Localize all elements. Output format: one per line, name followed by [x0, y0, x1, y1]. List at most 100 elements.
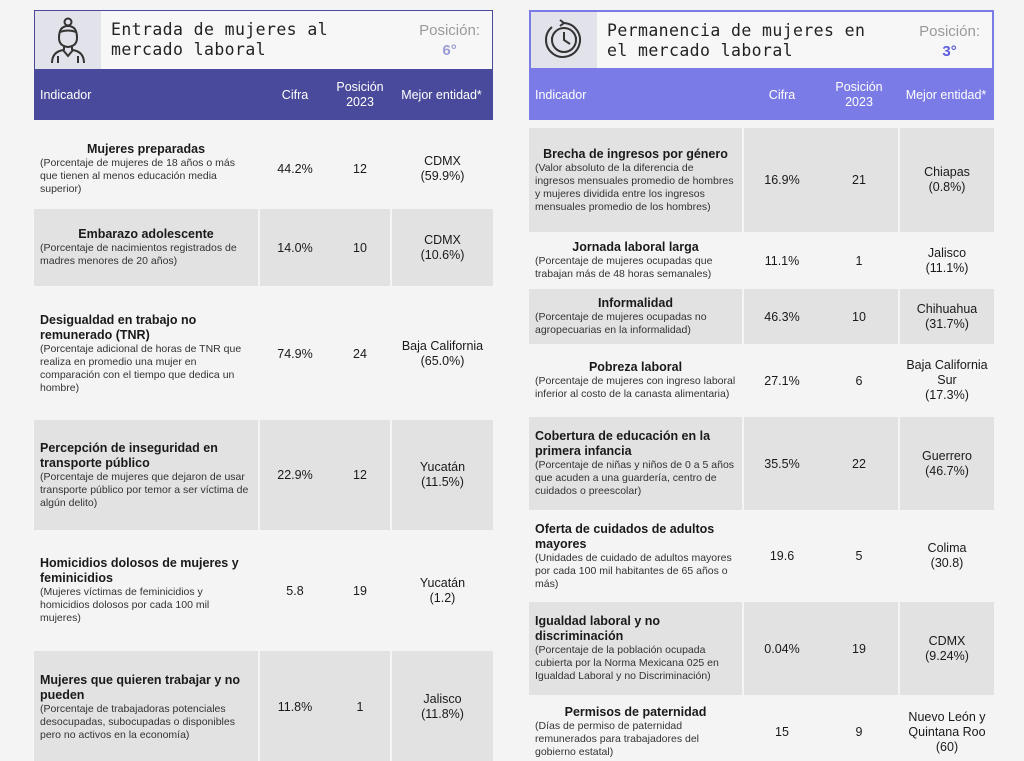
- position-value: 19: [820, 602, 898, 695]
- cifra-value: 15: [775, 725, 789, 739]
- table-row: Informalidad (Porcentaje de mujeres ocupa…: [529, 289, 994, 344]
- best-entity: Colima (30.8): [898, 510, 994, 602]
- indicator-cell: Cobertura de educación en la primera inf…: [529, 417, 744, 510]
- position-value: 5: [855, 549, 863, 563]
- indicator-title: Jornada laboral larga: [572, 240, 699, 254]
- table-row: Embarazo adolescente (Porcentaje de nacim…: [34, 209, 493, 286]
- indicator-title: Percepción de inseguridad en transporte …: [40, 440, 218, 470]
- indicator-title: Mujeres preparadas: [86, 142, 206, 156]
- cifra-value: 14.0%: [260, 209, 330, 286]
- indicator-title: Informalidad: [597, 296, 673, 310]
- rank-value: 6°: [442, 42, 457, 59]
- indicator-description: (Porcentaje de niñas y niños de 0 a 5 añ…: [535, 459, 735, 497]
- indicator-title: Brecha de ingresos por género: [543, 146, 728, 161]
- table-row: Desigualdad en trabajo no remunerado (TN…: [34, 288, 493, 420]
- best-entity: Baja California Sur (17.3%): [898, 344, 994, 417]
- table-body: Brecha de ingresos por género (Valor abso…: [529, 128, 994, 761]
- column-indicador: Indicador: [535, 88, 587, 102]
- best-entity: Chihuahua (31.7%): [898, 289, 994, 344]
- indicator-description: (Porcentaje de trabajadoras potenciales …: [40, 702, 235, 741]
- indicator-title: Embarazo adolescente: [78, 227, 214, 241]
- position-value: 19: [353, 583, 367, 598]
- table-body: Mujeres preparadas (Porcentaje de mujeres…: [34, 129, 493, 761]
- table-row: Cobertura de educación en la primera inf…: [529, 417, 994, 510]
- indicator-cell: Informalidad (Porcentaje de mujeres ocupa…: [529, 289, 744, 344]
- column-mejor-entidad: Mejor entidad*: [401, 88, 482, 102]
- cifra-value: 11.1%: [764, 253, 800, 268]
- rank-label: Posición:: [419, 22, 480, 39]
- cifra-value: 35.5%: [744, 417, 820, 510]
- indicator-description: (Porcentaje de mujeres que dejaron de us…: [40, 470, 249, 509]
- indicator-title: Pobreza laboral: [588, 360, 683, 374]
- table-row: Igualdad laboral y no discriminación (Por…: [529, 602, 994, 695]
- column-posicion: Posición 2023: [336, 80, 384, 109]
- table-row: Jornada laboral larga (Porcentaje de muje…: [529, 232, 994, 289]
- rank-box: Posición: 3°: [919, 22, 980, 62]
- column-header: Indicador Cifra Posición 2023 Mejor enti…: [529, 70, 994, 120]
- position-value: 24: [353, 347, 367, 361]
- indicator-description: (Días de permiso de paternidad remunerad…: [535, 720, 700, 758]
- column-cifra: Cifra: [768, 88, 796, 102]
- indicator-description: (Unidades de cuidado de adultos mayores …: [535, 551, 732, 590]
- position-value: 10: [820, 289, 898, 344]
- rank-label: Posición:: [919, 23, 980, 40]
- indicator-cell: Jornada laboral larga (Porcentaje de muje…: [529, 232, 744, 289]
- rank-box: Posición: 6°: [419, 21, 480, 61]
- indicator-description: (Porcentaje de mujeres con ingreso labor…: [535, 375, 736, 400]
- best-entity: Chiapas (0.8%): [898, 128, 994, 232]
- column-cifra: Cifra: [281, 88, 309, 102]
- indicator-cell: Igualdad laboral y no discriminación (Por…: [529, 602, 744, 695]
- position-value: 9: [855, 725, 863, 739]
- table-row: Permisos de paternidad (Días de permiso d…: [529, 695, 994, 761]
- indicator-description: (Porcentaje de mujeres ocupadas que trab…: [535, 255, 713, 280]
- indicator-title: Mujeres que quieren trabajar y no pueden: [40, 672, 241, 702]
- position-value: 22: [820, 417, 898, 510]
- position-value: 12: [353, 162, 367, 176]
- best-entity: Jalisco (11.8%): [390, 651, 493, 761]
- position-value: 6: [855, 373, 863, 388]
- column-indicador: Indicador: [40, 88, 92, 102]
- table-row: Percepción de inseguridad en transporte …: [34, 420, 493, 530]
- position-value: 1: [855, 253, 863, 268]
- indicator-title: Cobertura de educación en la primera inf…: [535, 429, 711, 458]
- indicator-description: (Mujeres víctimas de feminicidios y homi…: [40, 586, 210, 624]
- cifra-value: 44.2%: [277, 162, 313, 176]
- woman-icon: [35, 11, 101, 69]
- cifra-value: 22.9%: [260, 420, 330, 530]
- indicator-description: (Valor absoluto de la diferencia de ingr…: [535, 161, 734, 213]
- rank-value: 3°: [942, 43, 957, 60]
- best-entity: Jalisco (11.1%): [898, 232, 994, 289]
- panel-title: Entrada de mujeres al mercado laboral: [111, 20, 329, 59]
- indicator-cell: Embarazo adolescente (Porcentaje de nacim…: [34, 209, 260, 286]
- indicator-description: (Porcentaje adicional de horas de TNR qu…: [40, 343, 242, 394]
- indicator-description: (Porcentaje de nacimientos registrados d…: [40, 242, 237, 267]
- clock-icon: [531, 12, 597, 68]
- column-mejor-entidad: Mejor entidad*: [905, 88, 987, 102]
- cifra-value: 5.8: [286, 583, 304, 598]
- panel-header: Entrada de mujeres al mercado laboral Po…: [34, 10, 493, 70]
- cifra-value: 74.9%: [277, 347, 313, 361]
- indicator-title: Homicidios dolosos de mujeres y feminici…: [40, 556, 239, 585]
- panel-permanencia: Permanencia de mujeres en el mercado lab…: [529, 10, 994, 761]
- panel-header: Permanencia de mujeres en el mercado lab…: [529, 10, 994, 70]
- indicator-cell: Oferta de cuidados de adultos mayores (Un…: [529, 510, 744, 602]
- table-row: Homicidios dolosos de mujeres y feminici…: [34, 530, 493, 651]
- indicator-description: (Porcentaje de la población ocupada cubi…: [535, 644, 719, 682]
- best-entity: Yucatán (11.5%): [390, 420, 493, 530]
- best-entity: Guerrero (46.7%): [898, 417, 994, 510]
- best-entity: CDMX (59.9%): [390, 129, 493, 209]
- position-value: 10: [330, 209, 390, 286]
- position-value: 1: [330, 651, 390, 761]
- indicator-cell: Mujeres preparadas (Porcentaje de mujeres…: [34, 129, 260, 209]
- table-row: Mujeres preparadas (Porcentaje de mujeres…: [34, 129, 493, 209]
- indicator-cell: Desigualdad en trabajo no remunerado (TN…: [34, 288, 260, 420]
- indicator-cell: Pobreza laboral (Porcentaje de mujeres co…: [529, 344, 744, 417]
- indicator-title: Oferta de cuidados de adultos mayores: [535, 521, 715, 551]
- indicator-cell: Percepción de inseguridad en transporte …: [34, 420, 260, 530]
- table-row: Pobreza laboral (Porcentaje de mujeres co…: [529, 344, 994, 417]
- panel-entrada: Entrada de mujeres al mercado laboral Po…: [34, 10, 493, 761]
- best-entity: Baja California (65.0%): [390, 288, 493, 420]
- table-row: Mujeres que quieren trabajar y no pueden…: [34, 651, 493, 761]
- indicator-title: Igualdad laboral y no discriminación: [535, 614, 661, 643]
- indicator-cell: Mujeres que quieren trabajar y no pueden…: [34, 651, 260, 761]
